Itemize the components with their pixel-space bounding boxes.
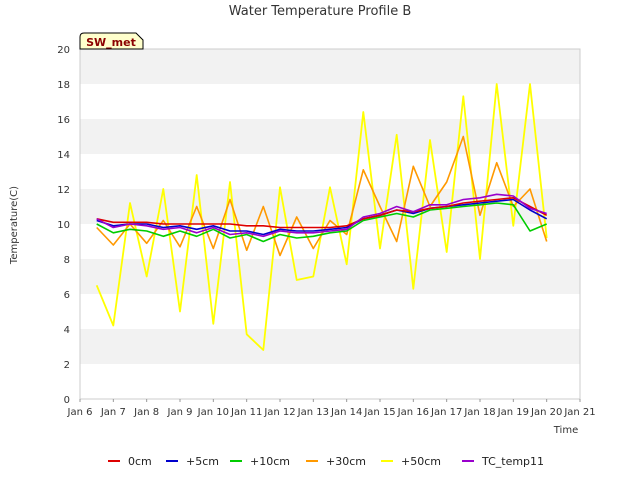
series-line-0cm [96, 197, 548, 229]
grid-band [80, 329, 580, 364]
series-layer [95, 83, 548, 351]
badge-shape [79, 32, 144, 50]
y-tick-label: 8 [64, 255, 70, 266]
x-tick-label: Jan 18 [463, 407, 495, 418]
legend-label: +10cm [250, 455, 290, 468]
x-tick-label: Jan 8 [133, 407, 159, 418]
plot-frame [79, 48, 581, 400]
y-tick-label: 10 [57, 220, 70, 231]
legend: 0cm +5cm +10cm +30cm +50cm TC_temp11 [108, 455, 544, 468]
legend-label: 0cm [128, 455, 152, 468]
x-tick-label: Jan 6 [67, 407, 93, 418]
x-tick-label: Jan 21 [563, 407, 595, 418]
legend-label: +50cm [401, 455, 441, 468]
y-tick-label: 14 [57, 150, 70, 161]
y-tick-label: 2 [64, 360, 70, 371]
x-tick-label: Jan 19 [497, 407, 529, 418]
x-tick-label: Jan 17 [430, 407, 462, 418]
x-tick-label: Jan 14 [330, 407, 362, 418]
grid-band [80, 119, 580, 154]
y-tick-label: 0 [64, 395, 70, 406]
grid-bands [80, 49, 580, 399]
y-tick-label: 18 [57, 80, 70, 91]
x-tick-label: Jan 15 [363, 407, 395, 418]
x-tick-label: Jan 12 [263, 407, 295, 418]
grid-band [80, 364, 580, 399]
y-tick-label: 4 [64, 325, 70, 336]
y-tick-label: 20 [57, 45, 70, 56]
y-axis: 0 2 4 6 8 10 12 14 16 18 20 [57, 45, 70, 406]
x-tick-label: Jan 16 [397, 407, 429, 418]
series-line-10cm [96, 202, 548, 243]
x-tick-label: Jan 11 [230, 407, 262, 418]
y-tick-label: 16 [57, 115, 70, 126]
y-tick-label: 12 [57, 185, 70, 196]
x-tick-label: Jan 7 [100, 407, 126, 418]
legend-label: +30cm [326, 455, 366, 468]
chart-title: Water Temperature Profile B [229, 4, 412, 19]
grid-band [80, 154, 580, 189]
y-axis-label: Temperature(C) [9, 186, 20, 265]
legend-label: TC_temp11 [481, 455, 544, 468]
grid-band [80, 294, 580, 329]
x-tick-label: Jan 10 [197, 407, 229, 418]
grid-band [80, 259, 580, 294]
x-axis: Jan 6 Jan 7 Jan 8 Jan 9 Jan 10 Jan 11 Jan 12 Ja… [67, 399, 596, 418]
x-tick-label: Jan 9 [167, 407, 193, 418]
grid-band [80, 84, 580, 119]
station-badge: SW_met [79, 32, 144, 50]
legend-label: +5cm [186, 455, 219, 468]
badge-label: SW_met [86, 36, 136, 49]
series-line-5cm [96, 198, 548, 236]
series-line-tctemp11 [96, 193, 547, 238]
y-tick-label: 6 [64, 290, 70, 301]
grid-band [80, 189, 580, 224]
grid-band [80, 49, 580, 84]
x-tick-label: Jan 13 [297, 407, 329, 418]
x-tick-label: Jan 20 [530, 407, 562, 418]
x-axis-label: Time [553, 425, 578, 436]
